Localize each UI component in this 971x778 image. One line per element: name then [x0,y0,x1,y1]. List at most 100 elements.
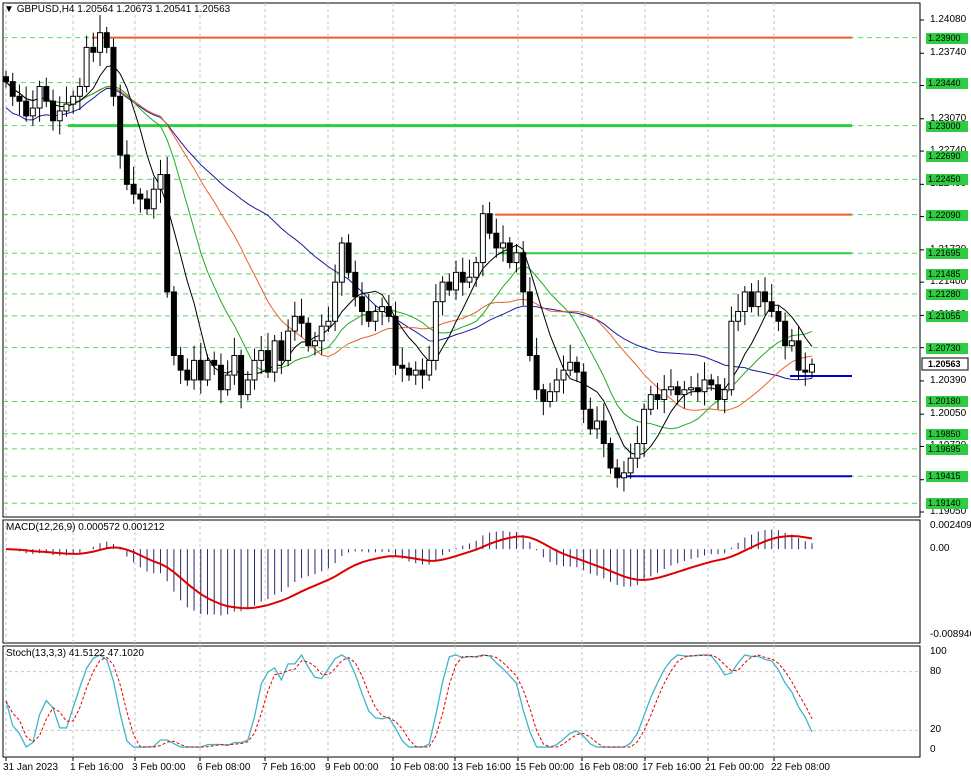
candle-body [755,291,762,308]
price-tick-label: 1.23070 [930,112,967,124]
candle-body [29,107,36,117]
candle-body [70,95,77,105]
candle-body [244,379,251,396]
x-tick-label: 10 Feb 08:00 [390,762,449,773]
candle-body [412,369,419,376]
candle-body [251,359,258,381]
candle-body [620,472,627,479]
level-price-tag: 1.19850 [926,428,968,440]
candle-body [795,340,802,371]
macd-header: MACD(12,26,9) 0.000572 0.001212 [6,522,165,533]
candle-body [553,379,560,393]
candle-body [634,443,641,459]
collapse-arrow-icon[interactable]: ▼ [4,4,14,15]
candle-body [439,281,446,303]
level-price-tag: 1.20730 [926,342,968,354]
price-tick-label: 1.22740 [930,145,966,156]
x-tick-label: 22 Feb 08:00 [771,762,830,773]
candle-body [224,374,231,391]
candle-body [3,76,9,83]
price-panel-frame [2,2,921,518]
candle-body [103,32,110,48]
candle-body [50,100,57,122]
level-price-tag: 1.19140 [926,498,968,510]
x-tick-label: 13 Feb 16:00 [452,762,511,773]
candle-body [325,320,332,327]
candle-body [150,188,157,210]
candle-body [419,369,426,376]
stoch-tick-label: 80 [930,665,942,677]
ma-green-line [5,81,813,430]
candle-body [506,242,513,264]
candle-body [264,350,271,373]
candle-body [721,389,728,401]
candle-body [473,262,480,278]
candle-body [768,301,775,312]
candle-body [43,86,50,102]
x-tick-label: 17 Feb 16:00 [642,762,701,773]
candle-body [614,467,621,479]
x-tick-label: 21 Feb 00:00 [705,762,764,773]
candle-body [459,271,466,283]
macd-tick-label: -0.008946 [930,629,971,640]
ohlc-label: 1.20564 1.20673 1.20541 1.20563 [77,4,231,15]
candle-body [809,363,815,373]
candle-body [432,301,439,361]
candle-body [741,291,748,312]
level-price-tag: 1.22450 [926,174,968,186]
candle-body [493,232,500,249]
candle-body [123,154,130,185]
candle-body [748,291,755,308]
candle-body [674,386,681,396]
candle-body [466,276,473,283]
candle-body [627,457,634,474]
candle-body [688,387,695,391]
candle-body [9,81,16,97]
candle-body [345,242,352,273]
candle-body [681,389,688,396]
candle-body [560,369,567,381]
candle-body [204,359,211,381]
candle-body [594,420,601,430]
candle-body [453,271,460,291]
candle-body [352,271,359,298]
candle-body [607,443,614,469]
candle-body [110,46,117,97]
candle-body [775,310,782,322]
candle-body [761,291,768,303]
candle-body [16,95,23,102]
candle-body [291,315,298,332]
level-price-tag: 1.22690 [926,150,968,162]
candle-body [311,340,318,347]
price-tick-label: 1.21400 [930,276,967,288]
stoch-tick-label: 0 [930,744,936,755]
level-price-tag: 1.19695 [926,443,968,455]
candle-body [667,386,674,391]
candle-body [130,183,137,195]
candle-body [137,193,144,200]
candle-body [358,296,365,312]
macd-signal-line [5,534,813,610]
stoch-signal-line [5,654,813,748]
price-tick-label: 1.24080 [930,14,967,25]
chart-header: ▼ GBPUSD,H4 1.20564 1.20673 1.20541 1.20… [4,4,230,16]
candle-body [385,306,392,317]
candle-body [258,350,265,361]
candle-body [399,364,406,369]
candle-body [211,359,218,366]
ma-orange-line [5,81,813,412]
candle-body [661,389,668,401]
candle-body [479,213,486,264]
candle-body [76,86,83,97]
price-tick-label: 1.20050 [930,408,967,420]
stoch-tick-label: 20 [930,724,942,736]
level-price-tag: 1.21695 [926,248,968,260]
candle-body [446,281,453,291]
x-tick-label: 15 Feb 00:00 [515,762,574,773]
level-price-tag: 1.23900 [926,32,968,44]
stoch-panel-frame [2,645,921,758]
candle-body [372,310,379,322]
level-price-tag: 1.23000 [926,120,968,132]
candle-body [318,325,325,342]
candle-body [641,408,648,445]
